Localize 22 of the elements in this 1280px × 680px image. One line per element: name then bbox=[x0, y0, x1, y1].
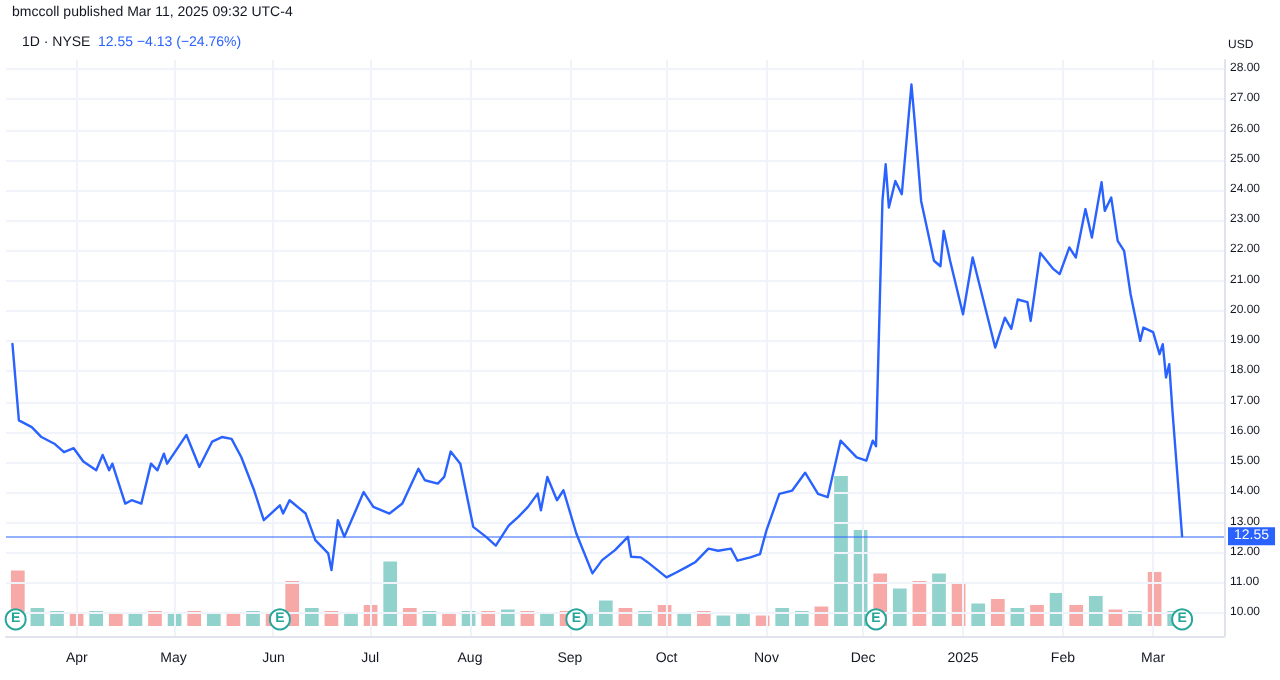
bar bbox=[1069, 605, 1084, 626]
bar bbox=[971, 603, 986, 626]
bar bbox=[716, 615, 731, 626]
bar bbox=[304, 608, 319, 626]
bar bbox=[344, 612, 358, 626]
bar bbox=[892, 588, 907, 626]
bar bbox=[402, 608, 417, 626]
bar bbox=[677, 614, 692, 626]
bar bbox=[1088, 596, 1103, 626]
bar bbox=[1030, 605, 1044, 626]
bar bbox=[990, 599, 1005, 626]
bar bbox=[206, 612, 221, 626]
bar bbox=[108, 614, 123, 626]
bar bbox=[598, 600, 613, 626]
bar bbox=[540, 612, 554, 626]
bar bbox=[442, 612, 456, 626]
bar bbox=[932, 573, 946, 626]
bar bbox=[226, 614, 241, 626]
bar bbox=[834, 476, 848, 626]
bar bbox=[383, 561, 398, 626]
bar bbox=[736, 614, 750, 626]
bar bbox=[775, 608, 790, 626]
